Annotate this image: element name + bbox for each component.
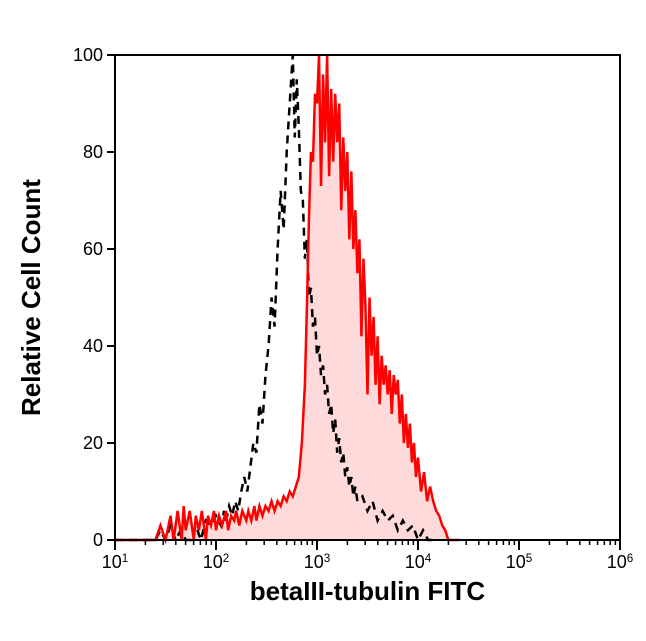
y-tick-label: 80	[83, 142, 103, 162]
flow-cytometry-chart: 0 20 40 60 80 100 101 102 103 104 105 106 Relative C…	[0, 0, 646, 641]
x-tick-label: 102	[203, 552, 230, 573]
x-tick-label: 101	[102, 552, 129, 573]
y-tick-label: 40	[83, 336, 103, 356]
x-tick-label: 106	[607, 552, 634, 573]
series-fill-sample	[115, 55, 458, 540]
y-axis-label: Relative Cell Count	[16, 179, 46, 416]
y-tick-label: 100	[73, 45, 103, 65]
chart-container: 0 20 40 60 80 100 101 102 103 104 105 106 Relative C…	[0, 0, 646, 641]
x-axis-label: betaIII-tubulin FITC	[250, 576, 486, 606]
x-tick-label: 104	[405, 552, 432, 573]
x-tick-label: 103	[304, 552, 331, 573]
y-tick-label: 0	[93, 530, 103, 550]
y-tick-label: 60	[83, 239, 103, 259]
y-tick-label: 20	[83, 433, 103, 453]
x-tick-label: 105	[506, 552, 533, 573]
